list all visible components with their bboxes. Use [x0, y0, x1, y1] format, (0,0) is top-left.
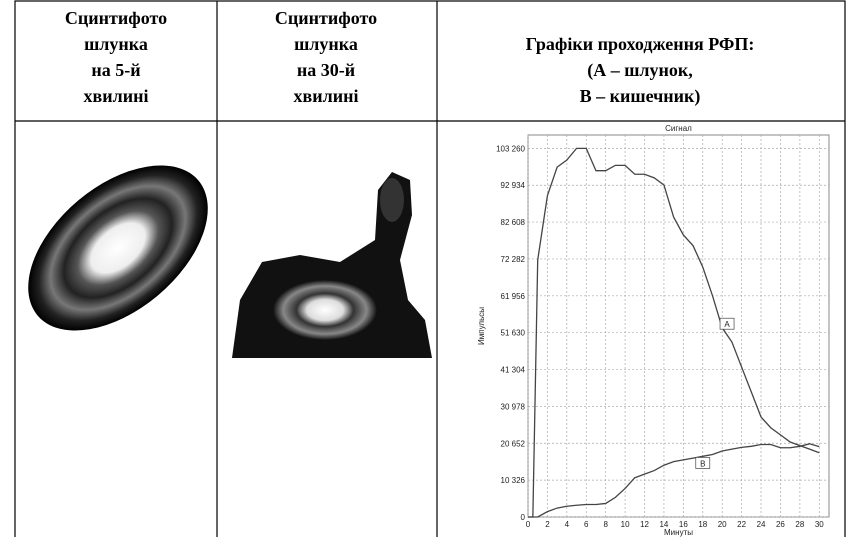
header-line: В – кишечник): [580, 86, 701, 107]
header-line: хвилині: [294, 86, 359, 106]
scintigram-30min: [232, 172, 432, 358]
y-tick-label: 10 326: [501, 476, 526, 485]
x-tick-label: 10: [621, 520, 630, 529]
x-tick-label: 22: [737, 520, 746, 529]
y-tick-label: 51 630: [501, 329, 526, 338]
y-axis-label: Импульсы: [477, 307, 486, 345]
y-tick-label: 20 652: [501, 439, 526, 448]
annotation: B: [700, 459, 705, 468]
x-tick-label: 2: [545, 520, 550, 529]
page: Сцинтифото шлунка на 5-й хвилині Сцинтиф…: [0, 0, 854, 537]
x-tick-label: 0: [526, 520, 531, 529]
x-tick-label: 14: [659, 520, 668, 529]
x-tick-label: 4: [565, 520, 570, 529]
x-axis-label: Минуты: [664, 528, 693, 537]
header-line: шлунка: [294, 34, 358, 54]
y-tick-label: 61 956: [501, 292, 526, 301]
x-tick-label: 8: [603, 520, 608, 529]
header-line: Сцинтифото: [65, 8, 167, 28]
x-tick-label: 28: [795, 520, 804, 529]
x-tick-label: 12: [640, 520, 649, 529]
x-tick-label: 30: [815, 520, 824, 529]
y-tick-label: 82 608: [501, 218, 526, 227]
header-line: (А – шлунок,: [587, 60, 693, 81]
y-tick-label: 92 934: [501, 181, 526, 190]
header-line: Сцинтифото: [275, 8, 377, 28]
y-tick-label: 103 260: [496, 144, 525, 153]
plot-area: [528, 135, 829, 517]
header-line: Графіки проходження РФП:: [526, 34, 755, 54]
scintigram-5min: [0, 133, 238, 363]
annotation: A: [724, 320, 730, 329]
header-line: на 30-й: [297, 60, 355, 80]
header-line: хвилині: [84, 86, 149, 106]
y-tick-label: 72 282: [501, 255, 526, 264]
y-tick-label: 41 304: [501, 366, 526, 375]
x-tick-label: 24: [757, 520, 766, 529]
chart-title: Сигнал: [665, 124, 692, 133]
x-tick-label: 16: [679, 520, 688, 529]
header-line: на 5-й: [91, 60, 140, 80]
x-tick-label: 6: [584, 520, 589, 529]
x-tick-label: 18: [698, 520, 707, 529]
header-line: шлунка: [84, 34, 148, 54]
chart: Сигнал Минуты Импульсы 0 10 326 20 652 30 978 4…: [477, 124, 829, 537]
y-tick-label: 30 978: [501, 402, 526, 411]
x-tick-label: 20: [718, 520, 727, 529]
x-tick-label: 26: [776, 520, 785, 529]
